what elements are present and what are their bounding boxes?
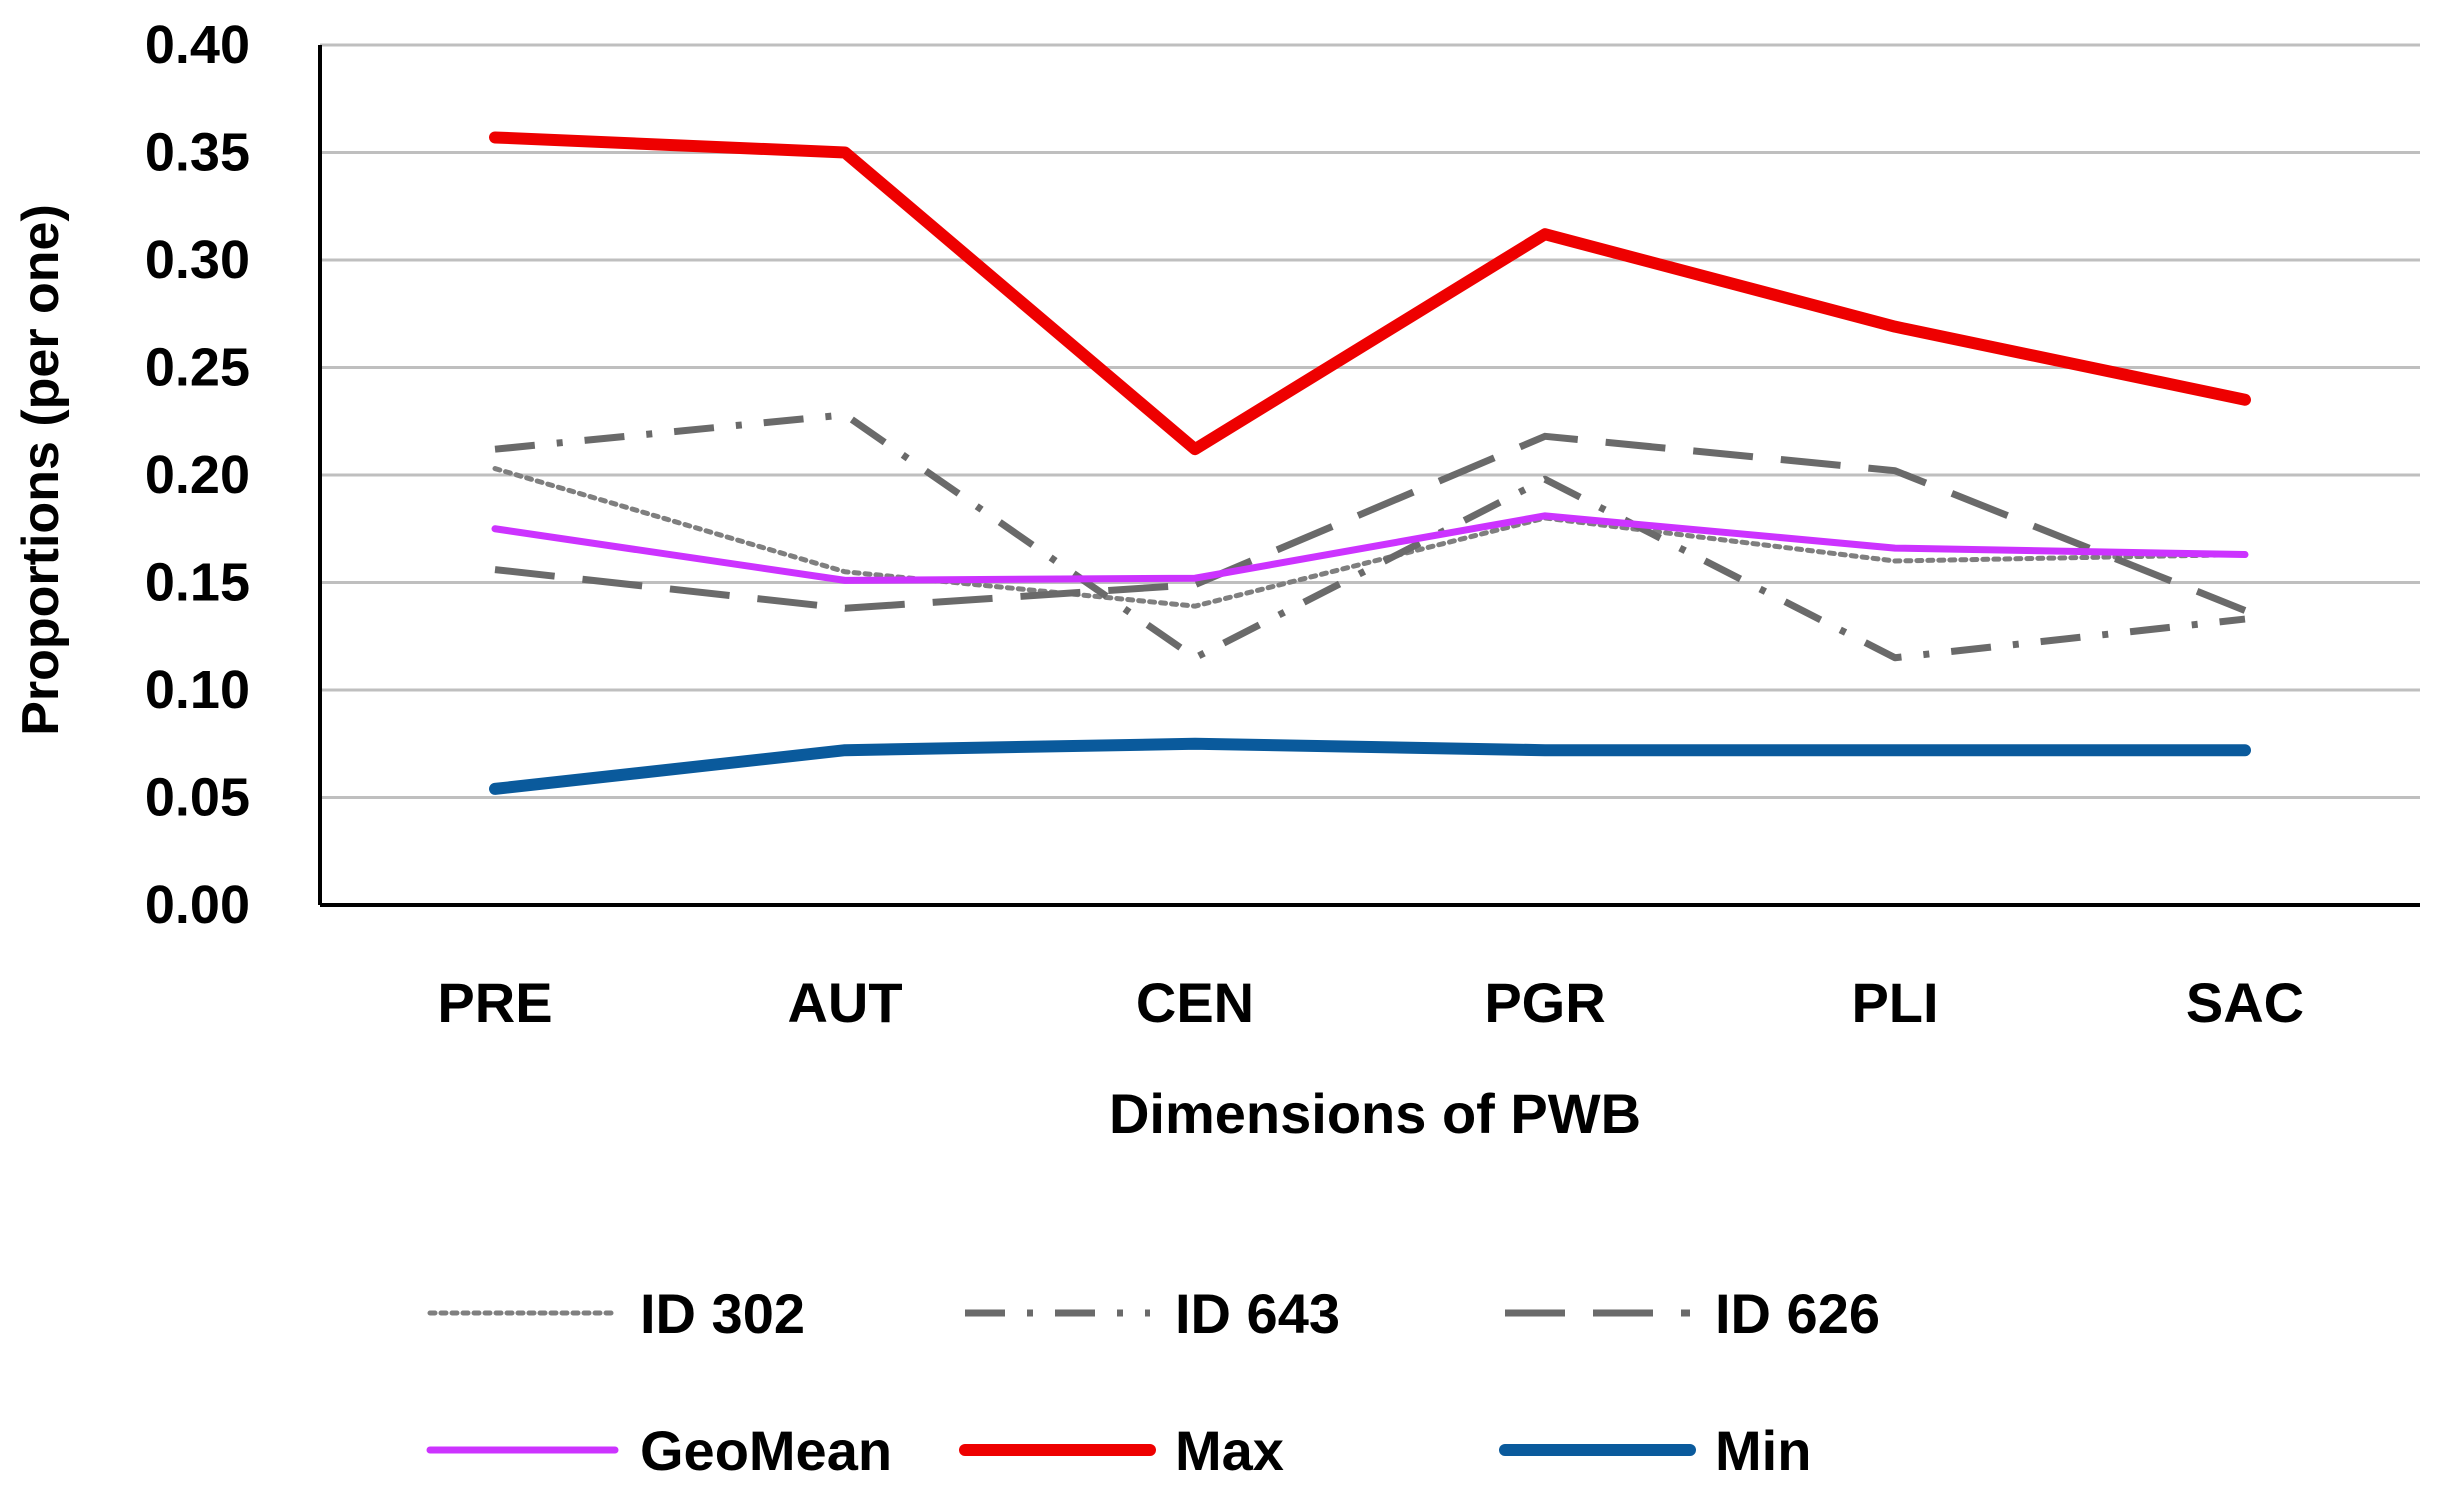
tick-labels: 0.00 0.05 0.10 0.15 0.20 0.25 0.30 0.35 0.40 PRE A… xyxy=(145,15,2304,1034)
x-tick-label: SAC xyxy=(2186,971,2304,1034)
y-tick-label: 0.00 xyxy=(145,875,250,935)
y-tick-label: 0.15 xyxy=(145,553,250,613)
x-tick-label: PRE xyxy=(437,971,552,1034)
legend-label: ID 626 xyxy=(1715,1282,1880,1345)
y-tick-label: 0.30 xyxy=(145,230,250,290)
legend-label: Min xyxy=(1715,1419,1811,1482)
legend-label: Max xyxy=(1175,1419,1284,1482)
series-line-id-643 xyxy=(494,411,2246,662)
x-tick-label: AUT xyxy=(787,971,902,1034)
y-tick-label: 0.35 xyxy=(145,123,250,183)
axes xyxy=(318,45,2420,907)
legend: ID 302 ID 643 ID 626 GeoMean Max Min xyxy=(426,1282,1880,1482)
x-tick-label: PLI xyxy=(1851,971,1938,1034)
series-line-min xyxy=(489,737,2251,795)
x-axis-title: Dimensions of PWB xyxy=(1109,1082,1641,1145)
series-line-max xyxy=(489,131,2251,456)
series-line-id-302 xyxy=(492,466,2248,609)
x-tick-label: CEN xyxy=(1136,971,1254,1034)
y-tick-label: 0.25 xyxy=(145,338,250,398)
series-lines xyxy=(489,131,2251,795)
gridlines xyxy=(320,43,2420,799)
series-line-id-626 xyxy=(494,432,2247,614)
x-tick-label: PGR xyxy=(1484,971,1605,1034)
y-tick-label: 0.05 xyxy=(145,768,250,828)
series-line-geomean xyxy=(491,512,2249,584)
legend-label: GeoMean xyxy=(640,1419,892,1482)
y-tick-label: 0.10 xyxy=(145,660,250,720)
legend-label: ID 643 xyxy=(1175,1282,1340,1345)
y-tick-label: 0.40 xyxy=(145,15,250,75)
legend-label: ID 302 xyxy=(640,1282,805,1345)
y-tick-label: 0.20 xyxy=(145,445,250,505)
y-axis-title: Proportions (per one) xyxy=(12,204,70,736)
